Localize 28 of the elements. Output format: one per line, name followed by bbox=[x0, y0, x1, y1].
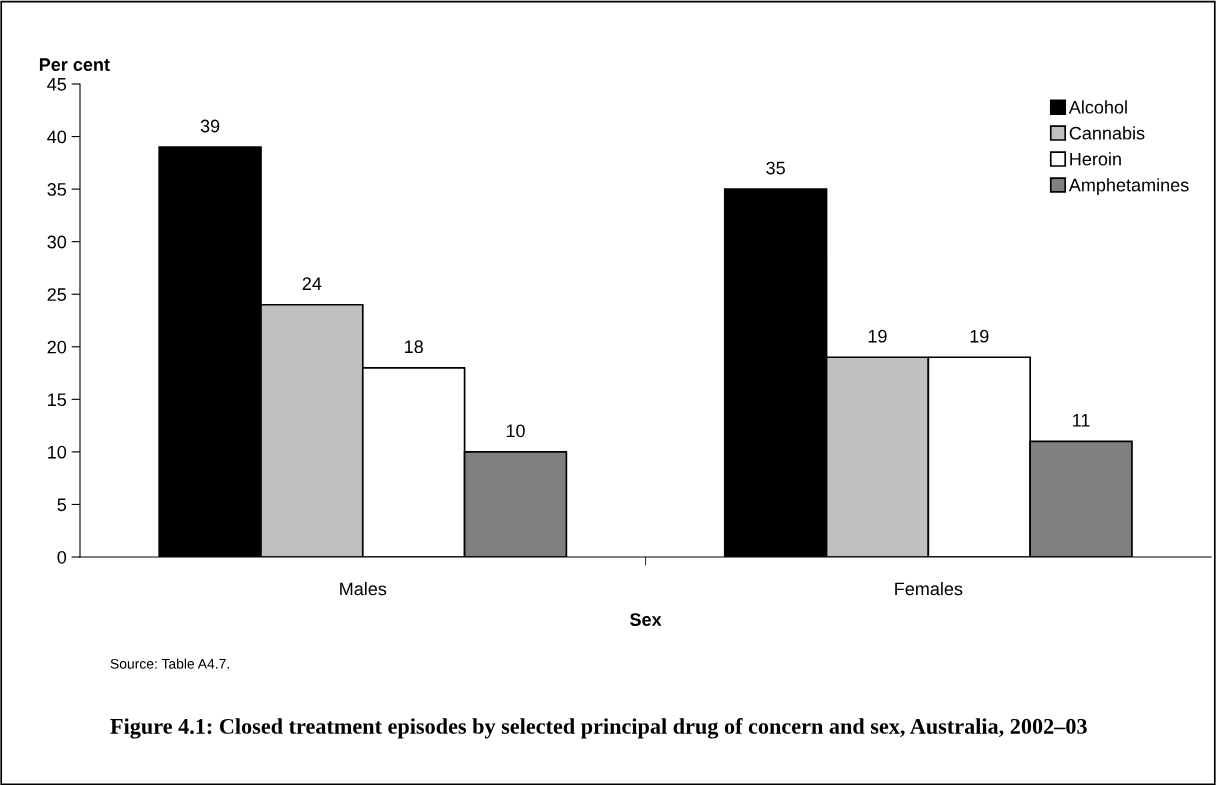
legend-label: Alcohol bbox=[1068, 100, 1127, 114]
x-tick-label: Females bbox=[895, 582, 963, 596]
y-tick-label: 35 bbox=[47, 183, 67, 196]
y-tick-label: 0 bbox=[57, 550, 67, 564]
data-label: 24 bbox=[302, 277, 322, 290]
data-label: 19 bbox=[970, 329, 989, 343]
y-tick-label: 25 bbox=[47, 288, 67, 301]
y-tick-label: 5 bbox=[57, 498, 67, 512]
source-note: Source: Table A4.7. bbox=[110, 658, 229, 669]
x-axis-title: Sex bbox=[630, 613, 662, 626]
data-label: 35 bbox=[766, 161, 785, 175]
legend-label: Cannabis bbox=[1069, 126, 1145, 140]
legend-label: Heroin bbox=[1070, 152, 1121, 166]
y-tick-label: 15 bbox=[48, 393, 67, 407]
y-tick-label: 30 bbox=[47, 235, 67, 249]
data-label: 10 bbox=[506, 424, 525, 438]
data-label: 19 bbox=[868, 329, 887, 343]
text: Figure 4.1: Closed treatment episodes by selected principal drug of concern and sex, Australia, 2002–03 bbox=[110, 718, 1087, 739]
data-label: 39 bbox=[200, 119, 220, 133]
data-label: 18 bbox=[405, 340, 423, 354]
y-tick-label: 45 bbox=[47, 78, 67, 91]
y-tick-label: 40 bbox=[47, 130, 67, 144]
y-tick-label: 20 bbox=[47, 340, 67, 354]
y-axis-title: Per cent bbox=[39, 58, 110, 71]
x-tick-label: Males bbox=[340, 582, 387, 596]
y-tick-label: 10 bbox=[48, 445, 67, 459]
data-label: 11 bbox=[1073, 414, 1090, 427]
legend-label: Amphetamines bbox=[1068, 178, 1189, 196]
